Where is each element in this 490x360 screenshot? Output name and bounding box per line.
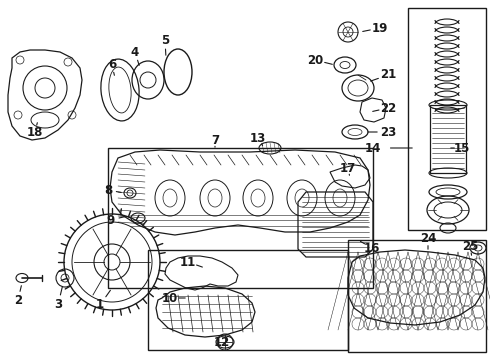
Bar [108, 148, 373, 288]
Text: 20: 20 [307, 54, 323, 67]
Text: 16: 16 [364, 242, 380, 255]
Bar [348, 240, 486, 352]
Text: 4: 4 [131, 45, 139, 58]
Text: 18: 18 [27, 126, 43, 139]
Text: 24: 24 [420, 231, 436, 244]
Text: 8: 8 [104, 184, 112, 197]
Text: 7: 7 [211, 134, 219, 147]
Text: 22: 22 [380, 102, 396, 114]
Text: 10: 10 [162, 292, 178, 305]
Text: 21: 21 [380, 68, 396, 81]
Bar [408, 8, 486, 230]
Text: 5: 5 [161, 33, 169, 46]
Text: 6: 6 [108, 58, 116, 72]
Text: 14: 14 [365, 141, 381, 154]
Text: 12: 12 [214, 336, 230, 348]
Bar [148, 250, 348, 350]
Text: 15: 15 [454, 141, 470, 154]
Text: 9: 9 [106, 213, 114, 226]
Text: 13: 13 [250, 131, 266, 144]
Text: 23: 23 [380, 126, 396, 139]
Text: 3: 3 [54, 298, 62, 311]
Text: 1: 1 [96, 298, 104, 311]
Text: 19: 19 [372, 22, 388, 35]
Text: 17: 17 [340, 162, 356, 175]
Text: 2: 2 [14, 293, 22, 306]
Text: 11: 11 [180, 256, 196, 269]
Text: 25: 25 [462, 239, 478, 252]
Bar [430, 105, 466, 173]
